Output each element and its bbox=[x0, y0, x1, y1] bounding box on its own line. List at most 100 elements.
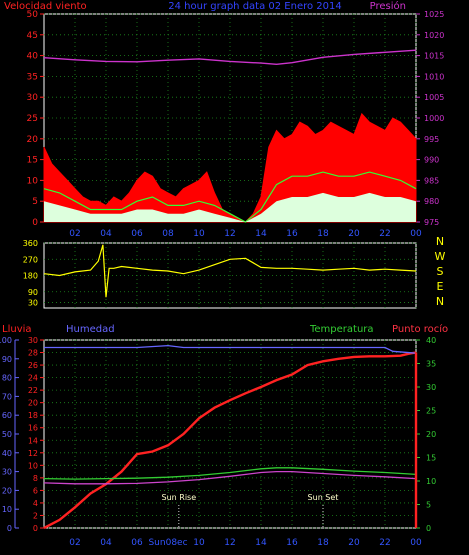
rain-y-tick-label: 10 bbox=[28, 461, 38, 470]
pressure-y-tick-label: 1010 bbox=[424, 72, 444, 81]
climate-x-tick-label: 16 bbox=[286, 538, 298, 548]
pressure-y-tick-label: 1000 bbox=[424, 114, 444, 123]
temperature-y-tick-label: 35 bbox=[426, 360, 436, 369]
wind-x-tick-label: 18 bbox=[317, 229, 329, 239]
rain-y-tick-label: 20 bbox=[28, 399, 38, 408]
climate-x-tick-label: 18 bbox=[317, 538, 329, 548]
humidity-y-tick-label: 50 bbox=[2, 430, 12, 439]
wind-axis-title: Velocidad viento bbox=[4, 1, 87, 12]
rain-y-tick-label: 28 bbox=[28, 349, 38, 358]
wind-y-tick-label: 45 bbox=[27, 31, 38, 41]
wind-y-tick-label: 20 bbox=[27, 135, 39, 145]
humidity-y-tick-label: 30 bbox=[2, 468, 12, 477]
wind-x-tick-label: 00 bbox=[410, 229, 422, 239]
dewpoint-axis-title: Punto rocío bbox=[392, 323, 448, 335]
rain-y-tick-label: 4 bbox=[33, 499, 38, 508]
wind-gust-line bbox=[43, 171, 417, 223]
wind-x-tick-label: 16 bbox=[286, 229, 298, 239]
rain-y-tick-label: 2 bbox=[33, 511, 38, 520]
humidity-y-tick-label: 90 bbox=[2, 355, 12, 364]
pressure-y-tick-label: 990 bbox=[424, 156, 439, 165]
rain-y-tick-label: 8 bbox=[33, 474, 38, 483]
humidity-y-tick-label: 40 bbox=[2, 449, 12, 458]
rain-y-tick-label: 12 bbox=[28, 449, 38, 458]
rain-y-tick-label: 26 bbox=[28, 361, 38, 370]
climate-x-tick-label: 10 bbox=[193, 538, 205, 548]
rain-y-tick-label: 14 bbox=[28, 436, 38, 445]
climate-x-tick-label: 06 bbox=[131, 538, 143, 548]
temperature-axis-title: Temperatura bbox=[309, 324, 374, 335]
direction-y-tick-label: 180 bbox=[23, 272, 38, 281]
wind-x-tick-label: 10 bbox=[193, 229, 205, 239]
compass-letter: S bbox=[437, 265, 444, 278]
sun-event-label: Sun Rise bbox=[162, 493, 197, 502]
pressure-y-tick-label: 980 bbox=[424, 197, 439, 206]
wind-y-tick-label: 0 bbox=[32, 218, 38, 228]
wind-y-tick-label: 5 bbox=[32, 197, 38, 207]
climate-x-tick-label: 20 bbox=[348, 538, 360, 548]
wind-x-tick-label: 12 bbox=[224, 229, 235, 239]
direction-y-tick-label: 90 bbox=[28, 288, 38, 297]
wind-y-tick-label: 15 bbox=[27, 156, 38, 166]
direction-y-tick-label: 270 bbox=[23, 255, 38, 264]
humidity-y-tick-label: 60 bbox=[2, 411, 12, 420]
rain-line bbox=[43, 351, 417, 530]
wind-x-tick-label: 08 bbox=[162, 229, 174, 239]
pressure-y-tick-label: 995 bbox=[424, 135, 439, 144]
climate-x-tick-label: 02 bbox=[69, 538, 80, 548]
pressure-y-tick-label: 1015 bbox=[424, 52, 444, 61]
humidity-y-tick-label: 100 bbox=[0, 336, 12, 345]
wind-x-tick-label: 02 bbox=[69, 229, 80, 239]
wind-x-tick-label: 22 bbox=[379, 229, 390, 239]
wind-y-tick-label: 30 bbox=[27, 93, 39, 103]
rain-axis-title: Lluvia bbox=[2, 324, 32, 335]
rain-y-tick-label: 22 bbox=[28, 386, 38, 395]
wind-y-tick-label: 10 bbox=[27, 176, 39, 186]
wind-y-tick-label: 25 bbox=[27, 114, 38, 124]
temperature-y-tick-label: 15 bbox=[426, 454, 436, 463]
dewpoint-line bbox=[43, 470, 417, 485]
temperature-y-tick-label: 20 bbox=[426, 430, 436, 439]
pressure-line bbox=[43, 49, 417, 66]
wind-x-tick-label: 20 bbox=[348, 229, 360, 239]
humidity-axis-title: Humedad bbox=[66, 324, 115, 335]
compass-letter: E bbox=[437, 280, 444, 293]
pressure-y-tick-label: 1005 bbox=[424, 93, 444, 102]
direction-y-tick-label: 30 bbox=[28, 299, 38, 308]
wind-x-tick-label: 14 bbox=[255, 229, 267, 239]
temperature-y-tick-label: 30 bbox=[426, 383, 436, 392]
climate-x-tick-label: 04 bbox=[100, 538, 112, 548]
wind-y-tick-label: 50 bbox=[27, 10, 39, 20]
climate-x-tick-label: 12 bbox=[224, 538, 235, 548]
temperature-y-tick-label: 10 bbox=[426, 477, 436, 486]
rain-y-tick-label: 30 bbox=[28, 336, 38, 345]
pressure-y-tick-label: 1020 bbox=[424, 31, 444, 40]
wind-x-tick-label: 04 bbox=[100, 229, 112, 239]
temperature-y-tick-label: 0 bbox=[426, 524, 431, 533]
temperature-line bbox=[43, 467, 417, 480]
temperature-y-tick-label: 5 bbox=[426, 501, 431, 510]
climate-x-tick-label: 22 bbox=[379, 538, 390, 548]
wind-x-tick-label: 06 bbox=[131, 229, 143, 239]
rain-y-tick-label: 0 bbox=[33, 524, 38, 533]
climate-x-tick-label: 00 bbox=[410, 538, 422, 548]
wind-y-tick-label: 35 bbox=[27, 72, 38, 82]
direction-y-tick-label: 360 bbox=[23, 239, 38, 248]
rain-y-tick-label: 6 bbox=[33, 486, 38, 495]
wind-average-area bbox=[44, 192, 416, 222]
humidity-line bbox=[44, 344, 417, 354]
compass-letter: W bbox=[435, 250, 446, 263]
humidity-y-tick-label: 20 bbox=[2, 486, 12, 495]
humidity-y-tick-label: 0 bbox=[7, 524, 12, 533]
compass-letter: N bbox=[436, 235, 444, 248]
humidity-y-tick-label: 80 bbox=[2, 374, 12, 383]
rain-y-tick-label: 24 bbox=[28, 374, 38, 383]
humidity-y-tick-label: 70 bbox=[2, 392, 12, 401]
pressure-y-tick-label: 1025 bbox=[424, 10, 444, 19]
rain-y-tick-label: 18 bbox=[28, 411, 38, 420]
chart-title: 24 hour graph data 02 Enero 2014 bbox=[168, 1, 342, 12]
climate-x-tick-label: Sun08ec bbox=[148, 538, 187, 548]
pressure-y-tick-label: 975 bbox=[424, 218, 439, 227]
sun-event-label: Sun Set bbox=[308, 493, 339, 502]
